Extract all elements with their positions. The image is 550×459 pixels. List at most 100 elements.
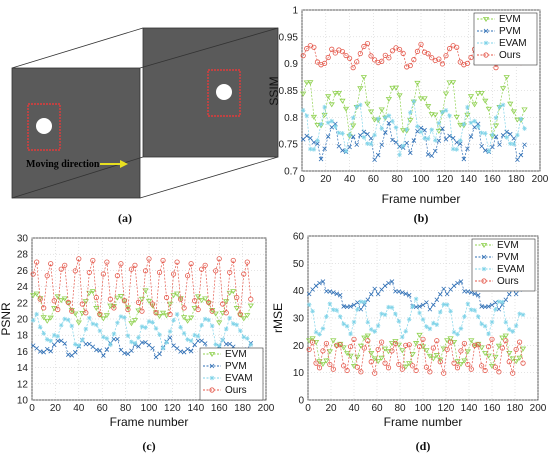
data-point — [441, 286, 446, 292]
data-point — [515, 157, 520, 163]
data-point — [399, 366, 405, 372]
data-point — [146, 319, 152, 324]
target-circle-back — [216, 84, 232, 100]
data-point — [410, 304, 415, 309]
data-point — [167, 335, 173, 340]
data-point — [320, 326, 326, 331]
data-point — [447, 339, 454, 345]
data-point — [125, 306, 131, 313]
data-point — [125, 333, 131, 339]
y-tick-label: 20 — [293, 341, 305, 352]
data-point — [55, 338, 61, 344]
data-point — [520, 360, 526, 366]
data-point — [450, 135, 456, 141]
data-point — [188, 338, 194, 344]
data-point — [415, 124, 420, 129]
data-point — [457, 141, 463, 146]
data-point — [400, 143, 406, 149]
data-point — [360, 75, 368, 81]
data-point — [300, 137, 306, 142]
data-point — [422, 136, 427, 141]
data-point — [234, 322, 240, 328]
data-point — [132, 262, 138, 268]
data-point — [496, 369, 502, 375]
data-point — [485, 344, 492, 350]
data-point — [202, 262, 208, 268]
data-point — [323, 358, 330, 364]
data-point — [436, 56, 442, 62]
y-tick-label: 0.95 — [279, 32, 299, 43]
data-point — [444, 302, 450, 308]
data-point — [368, 53, 374, 59]
data-point — [107, 303, 114, 309]
data-point — [118, 261, 124, 267]
data-point — [390, 118, 395, 124]
x-tick-label: 140 — [460, 174, 477, 185]
y-tick-label: 0.85 — [279, 86, 299, 97]
data-point — [474, 91, 482, 97]
data-point — [400, 128, 407, 134]
data-point — [181, 305, 187, 311]
x-tick-label: 20 — [325, 403, 337, 414]
data-point — [156, 269, 163, 276]
data-point — [226, 290, 233, 296]
legend-marker — [208, 351, 216, 357]
data-point — [322, 104, 327, 110]
x-tick-label: 0 — [305, 403, 311, 414]
series-evm — [30, 288, 254, 327]
data-point — [435, 128, 442, 134]
data-point — [441, 302, 446, 307]
data-point — [101, 353, 106, 358]
data-point — [333, 124, 338, 129]
x-tick-label: 40 — [348, 403, 360, 414]
legend-label: Ours — [499, 50, 521, 61]
data-point — [475, 124, 481, 129]
arrow-label: Moving direction — [26, 159, 100, 170]
y-tick-label: 22 — [17, 298, 29, 309]
data-point — [482, 323, 488, 329]
data-point — [358, 299, 364, 304]
data-point — [107, 296, 113, 302]
data-point — [350, 115, 356, 121]
x-tick-label: 160 — [484, 174, 501, 185]
data-point — [339, 98, 346, 104]
data-point — [407, 110, 413, 115]
data-point — [325, 54, 331, 61]
data-point — [223, 326, 229, 332]
data-point — [358, 102, 363, 108]
x-tick-label: 160 — [484, 403, 501, 414]
data-point — [368, 292, 374, 297]
data-point — [464, 112, 471, 118]
data-point — [500, 133, 506, 138]
data-point — [139, 308, 145, 314]
data-point — [318, 121, 324, 127]
data-point — [499, 335, 506, 341]
data-point — [368, 141, 374, 147]
data-point — [339, 48, 346, 55]
data-point — [426, 353, 434, 359]
data-point — [409, 352, 416, 358]
data-point — [489, 319, 495, 325]
data-point — [121, 298, 128, 304]
data-point — [83, 341, 89, 347]
data-point — [371, 356, 378, 362]
data-point — [135, 299, 142, 305]
data-point — [406, 361, 413, 367]
data-point — [111, 305, 117, 311]
legend-marker — [483, 52, 489, 58]
data-point — [407, 118, 414, 124]
data-point — [436, 120, 442, 126]
data-point — [465, 289, 471, 294]
data-point — [382, 52, 388, 58]
data-point — [104, 259, 110, 265]
data-point — [327, 301, 333, 307]
data-point — [414, 80, 421, 86]
data-point — [433, 353, 440, 358]
data-point — [325, 94, 332, 100]
data-point — [396, 318, 402, 324]
legend-marker — [209, 387, 215, 393]
x-tick-label: 60 — [371, 403, 383, 414]
x-tick-label: 180 — [234, 403, 251, 414]
data-point — [420, 317, 426, 322]
data-point — [199, 266, 205, 272]
